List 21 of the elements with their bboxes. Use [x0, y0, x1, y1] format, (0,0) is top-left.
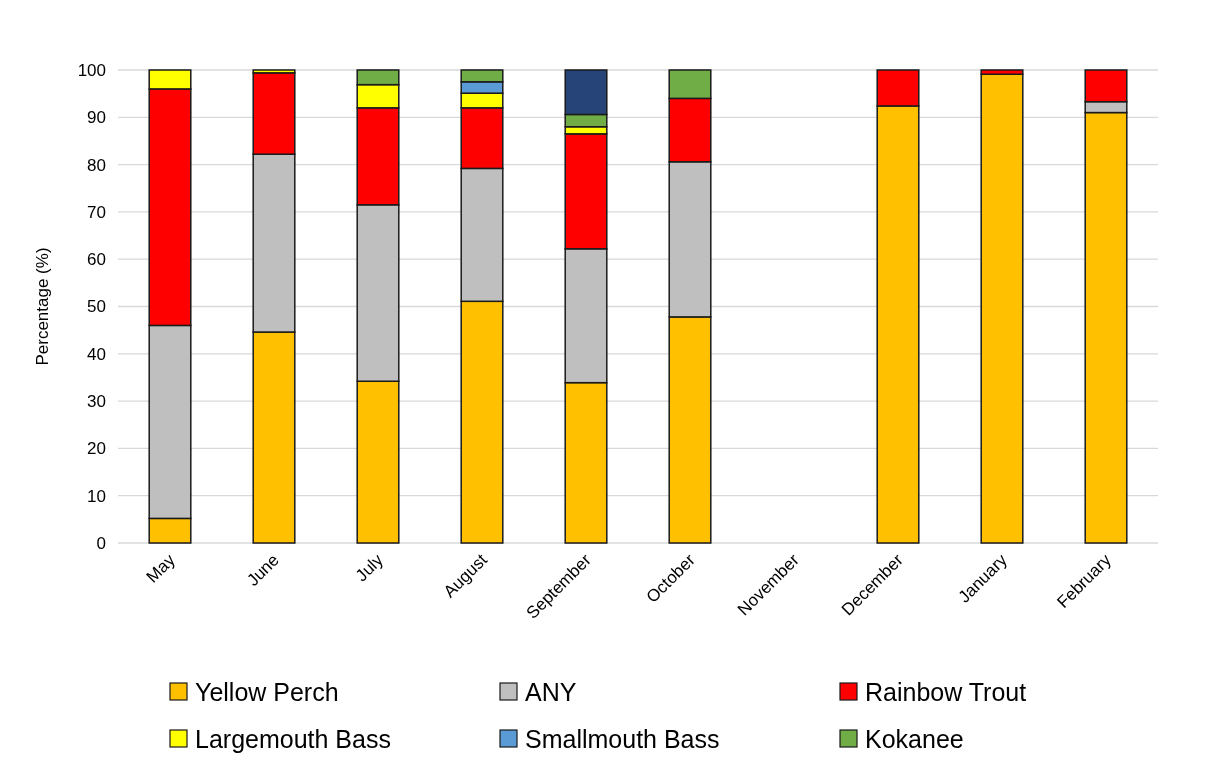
y-tick-label: 60	[87, 250, 106, 270]
x-tick-label: July	[352, 550, 388, 586]
y-tick-label: 90	[87, 108, 106, 128]
y-tick-label: 50	[87, 297, 106, 317]
y-tick-label: 100	[77, 60, 106, 80]
legend-label: Yellow Perch	[195, 677, 339, 706]
y-tick-label: 40	[87, 344, 106, 364]
y-axis-title: Percentage (%)	[33, 247, 52, 366]
y-tick-label: 30	[87, 392, 106, 412]
y-tick-label: 10	[87, 486, 106, 506]
bar	[980, 73, 1024, 544]
legend-label: Largemouth Bass	[195, 724, 391, 753]
y-tick-label: 0	[96, 533, 106, 553]
y-tick-label: 80	[87, 155, 106, 175]
x-tick-label: May	[142, 550, 180, 587]
legend-label: Kokanee	[865, 724, 964, 753]
legend-label: Smallmouth Bass	[525, 724, 720, 753]
legend-label: Rainbow Trout	[865, 677, 1027, 706]
y-tick-label: 20	[87, 439, 106, 459]
legend-label: ANY	[525, 677, 577, 706]
y-tick-label: 70	[87, 202, 106, 222]
